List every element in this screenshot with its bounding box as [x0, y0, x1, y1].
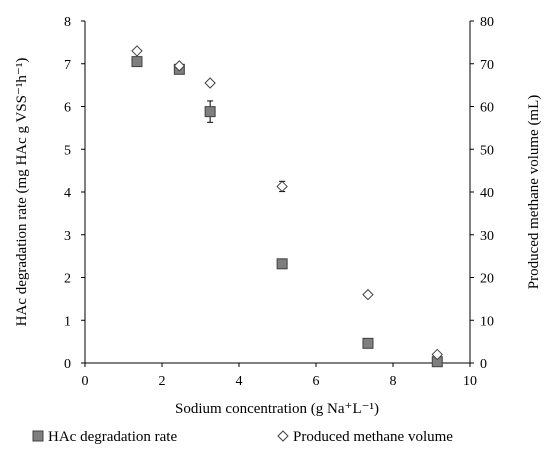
y-right-tick-label: 40 [480, 186, 494, 201]
legend-diamond-marker [277, 430, 289, 442]
y-right-tick-label: 10 [480, 314, 494, 329]
x-tick-label: 2 [159, 374, 166, 389]
y-left-tick-label: 2 [64, 272, 71, 287]
y-left-tick-label: 0 [64, 357, 71, 372]
y-left-tick-label: 3 [64, 229, 71, 244]
series-layer [131, 45, 443, 368]
legend-label-methane: Produced methane volume [293, 429, 453, 445]
series-hac-degradation [131, 56, 443, 368]
data-point-square [276, 258, 288, 270]
y-right-tick-label: 30 [480, 229, 494, 244]
y-left-tick-label: 7 [64, 58, 71, 73]
x-axis-title: Sodium concentration (g Na⁺L⁻¹) [175, 401, 379, 417]
legend: HAc degradation rate Produced methane vo… [32, 429, 453, 445]
x-tick-label: 10 [463, 374, 477, 389]
y-right-tick-label: 50 [480, 143, 494, 158]
y-axis-left-title: HAc degradation rate (mg HAc g VSS⁻¹h⁻¹) [14, 58, 30, 327]
x-axis-ticks: 0 2 4 6 8 10 [82, 363, 477, 389]
data-point-square [131, 56, 143, 68]
y-right-tick-label: 0 [480, 357, 487, 372]
y-left-tick-label: 5 [64, 143, 71, 158]
y-axis-left-ticks: 0 1 2 3 4 5 6 7 8 [64, 15, 85, 372]
series-methane-volume [131, 45, 443, 361]
data-point-square [362, 337, 374, 349]
y-right-tick-label: 60 [480, 101, 494, 116]
y-axis-right-ticks: 0 10 20 30 40 50 60 70 80 [470, 15, 494, 372]
data-point-diamond [431, 348, 443, 361]
data-point-square [204, 106, 216, 118]
y-left-tick-label: 8 [64, 15, 71, 30]
data-point-diamond [362, 288, 374, 301]
y-right-tick-label: 70 [480, 58, 494, 73]
legend-item-methane: Produced methane volume [277, 429, 453, 445]
plot-area-frame [84, 21, 471, 364]
data-point-diamond [276, 180, 288, 193]
x-tick-label: 4 [236, 374, 243, 389]
y-left-tick-label: 4 [64, 186, 71, 201]
x-tick-label: 6 [313, 374, 320, 389]
y-right-tick-label: 80 [480, 15, 494, 30]
y-left-tick-label: 1 [64, 314, 71, 329]
x-tick-label: 8 [390, 374, 397, 389]
data-point-diamond [131, 45, 143, 57]
legend-item-hac: HAc degradation rate [32, 429, 177, 445]
data-point-diamond [173, 60, 186, 72]
y-left-tick-label: 6 [64, 101, 71, 116]
data-point-diamond [204, 77, 216, 89]
y-axis-right-title: Produced methane volume (mL) [526, 95, 542, 290]
y-right-tick-label: 20 [480, 272, 494, 287]
x-tick-label: 0 [82, 374, 89, 389]
legend-square-marker [32, 430, 44, 442]
legend-label-hac: HAc degradation rate [48, 429, 177, 445]
